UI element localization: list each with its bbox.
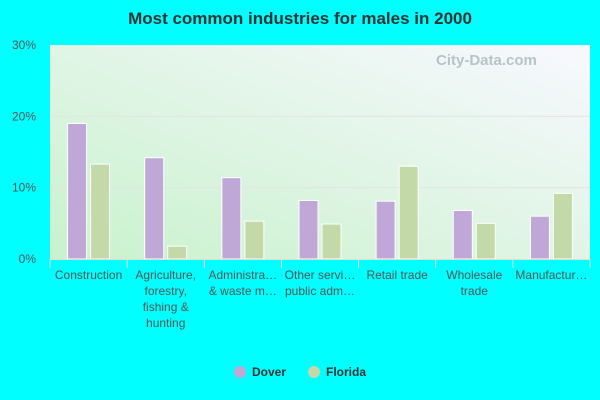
bar-dover — [298, 200, 319, 260]
x-category-label-line: forestry, — [144, 284, 186, 298]
plot-area — [50, 45, 590, 259]
x-category-label: Administra… & waste m… — [209, 268, 278, 298]
legend-label: Florida — [326, 365, 367, 379]
legend: Dover Florida — [0, 365, 600, 379]
bar-dover — [529, 215, 550, 260]
y-tick-label: 30% — [12, 38, 36, 52]
legend-swatch — [308, 366, 320, 378]
x-category-label: Other servi… public adm… — [285, 268, 356, 298]
legend-item: Dover — [233, 365, 286, 379]
legend-swatch — [233, 366, 246, 378]
x-category-label: Manufactur… — [515, 268, 587, 282]
bar-florida — [398, 165, 419, 260]
x-category-label-line: Construction — [55, 268, 122, 282]
x-category-label-line: Agriculture, — [135, 268, 196, 282]
bar-dover — [67, 122, 88, 260]
bar-dover — [144, 157, 165, 260]
bar-florida — [321, 223, 342, 260]
x-category-label: Wholesale trade — [446, 268, 502, 298]
bar-florida — [475, 222, 496, 260]
x-category-label: Retail trade — [366, 268, 428, 282]
x-category-label-line: Manufactur… — [515, 268, 587, 282]
chart-title: Most common industries for males in 2000 — [128, 9, 472, 28]
x-category-label-line: Retail trade — [366, 268, 428, 282]
y-tick-label: 0% — [19, 252, 37, 266]
y-tick-label: 10% — [12, 181, 36, 195]
x-category-label-line: Wholesale — [446, 268, 502, 282]
bar-florida — [244, 220, 265, 260]
legend-item: Florida — [308, 365, 366, 379]
x-category-label-line: & waste m… — [209, 284, 277, 298]
x-category-label-line: Other servi… — [285, 268, 356, 282]
x-category-label-line: Administra… — [209, 268, 278, 282]
x-category-label: Agriculture, forestry, fishing & hunting — [135, 268, 196, 330]
bar-florida — [167, 245, 188, 260]
legend-label: Dover — [251, 365, 286, 379]
bar-dover — [452, 209, 473, 260]
bar-dover — [375, 200, 396, 260]
x-category-label-line: public adm… — [285, 284, 355, 298]
bar-florida — [552, 192, 573, 260]
y-tick-label: 20% — [12, 109, 36, 123]
bar-florida — [90, 163, 111, 260]
watermark-logo: City-Data.com — [436, 52, 537, 69]
x-category-label-line: trade — [461, 284, 489, 298]
x-category-label-line: hunting — [146, 316, 185, 330]
x-category-label-line: fishing & — [143, 300, 189, 314]
x-category-label: Construction — [55, 268, 122, 282]
bar-dover — [221, 177, 242, 260]
